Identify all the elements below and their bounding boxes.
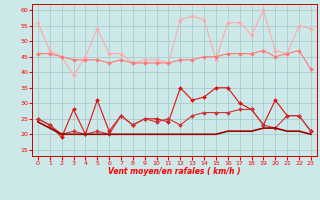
X-axis label: Vent moyen/en rafales ( km/h ): Vent moyen/en rafales ( km/h ) (108, 167, 241, 176)
